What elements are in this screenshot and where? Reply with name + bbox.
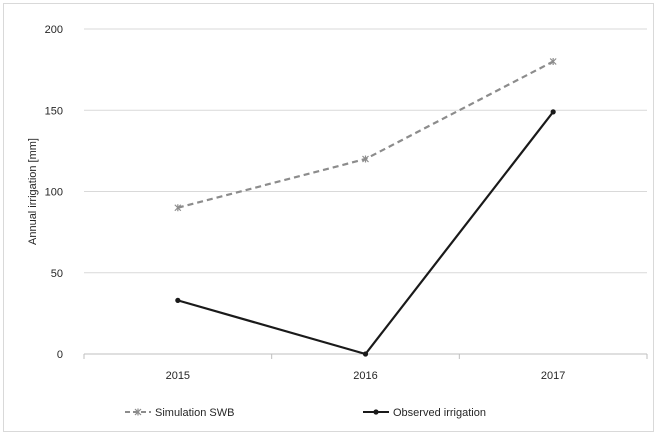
legend-label: Simulation SWB: [155, 407, 234, 419]
series-layer: [174, 58, 557, 357]
x-tick-label: 2017: [541, 370, 565, 382]
y-tick-label: 0: [57, 349, 63, 361]
y-tick-label: 100: [45, 187, 63, 199]
series-line: [177, 111, 555, 356]
data-point: [174, 204, 182, 212]
x-tick-labels: 2015 2016 2017: [166, 370, 566, 382]
data-point: [550, 109, 556, 115]
series-1: [174, 58, 557, 212]
series-2: [175, 109, 556, 357]
x-tick-label: 2015: [166, 370, 190, 382]
gridlines: [84, 28, 647, 274]
chart-frame: [3, 3, 654, 432]
y-tick-label: 150: [45, 105, 63, 117]
legend-entry: Simulation SWB: [125, 407, 234, 419]
y-tick-labels: 0 50 100 150 200: [45, 24, 63, 361]
data-point: [362, 155, 369, 163]
data-point: [549, 58, 557, 65]
legend: Simulation SWB Observed irrigation: [125, 407, 486, 419]
legend-entry: Observed irrigation: [363, 407, 486, 419]
x-tick-label: 2016: [353, 370, 377, 382]
data-point: [134, 408, 142, 416]
y-tick-label: 50: [51, 268, 63, 280]
legend-label: Observed irrigation: [393, 407, 486, 419]
y-axis-title: Annual irrigation [mm]: [27, 138, 39, 245]
y-tick-label: 200: [45, 24, 63, 36]
data-point: [373, 409, 379, 415]
data-point: [175, 297, 181, 303]
data-point: [362, 351, 369, 357]
